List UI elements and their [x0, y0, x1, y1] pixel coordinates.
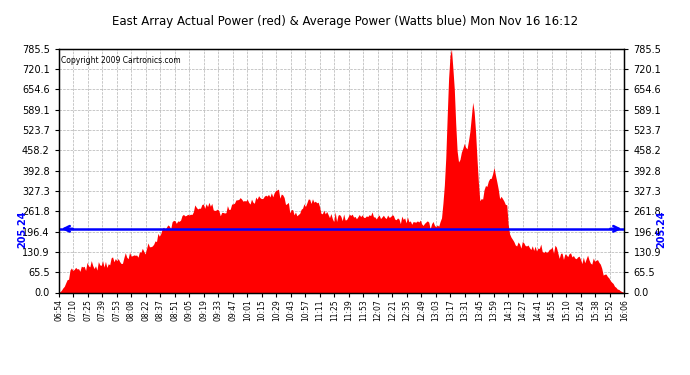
Text: East Array Actual Power (red) & Average Power (Watts blue) Mon Nov 16 16:12: East Array Actual Power (red) & Average …: [112, 15, 578, 28]
Text: 205.24: 205.24: [656, 210, 667, 248]
Text: 205.24: 205.24: [17, 210, 27, 248]
Text: Copyright 2009 Cartronics.com: Copyright 2009 Cartronics.com: [61, 56, 181, 65]
